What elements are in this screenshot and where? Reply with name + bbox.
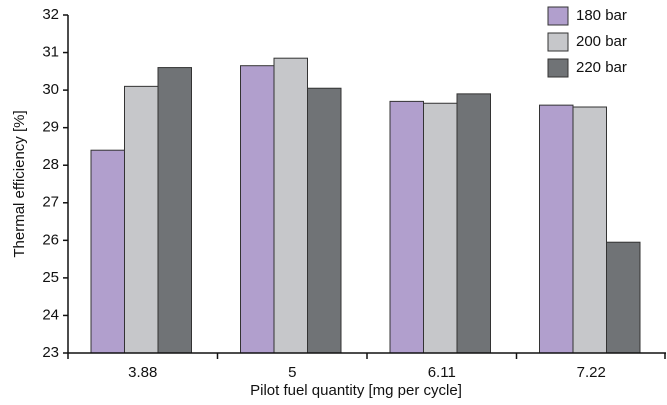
x-axis-label: Pilot fuel quantity [mg per cycle] — [250, 382, 462, 399]
bar — [240, 65, 275, 354]
y-axis-label: Thermal efficiency [%] — [11, 110, 28, 257]
x-tick-label: 6.11 — [428, 364, 456, 381]
bar — [90, 149, 125, 354]
y-tick-label: 26 — [42, 231, 59, 248]
bar — [273, 57, 308, 354]
y-tick-label: 32 — [42, 6, 59, 23]
bar — [423, 102, 458, 354]
legend-swatch — [547, 58, 569, 78]
x-tick-label: 5 — [288, 364, 296, 381]
bar — [157, 67, 192, 354]
bar — [606, 241, 641, 354]
y-tick-label: 31 — [42, 44, 59, 61]
y-tick-label: 28 — [42, 156, 59, 173]
bar — [539, 104, 574, 354]
legend-label: 220 bar — [576, 59, 627, 76]
y-tick-label: 29 — [42, 119, 59, 136]
x-tick-label: 3.88 — [128, 364, 157, 381]
bar — [572, 106, 607, 354]
legend-swatch — [547, 6, 569, 26]
legend-label: 180 bar — [576, 7, 627, 24]
bar — [307, 87, 342, 354]
legend-swatch — [547, 32, 569, 52]
bar — [124, 85, 159, 354]
bar — [389, 100, 424, 354]
y-tick-label: 24 — [42, 306, 59, 323]
y-tick-label: 25 — [42, 269, 59, 286]
x-tick-label: 7.22 — [577, 364, 606, 381]
bar — [456, 93, 491, 354]
y-tick-label: 30 — [42, 81, 59, 98]
legend-label: 200 bar — [576, 33, 627, 50]
y-tick-label: 23 — [42, 344, 59, 361]
y-tick-label: 27 — [42, 194, 59, 211]
